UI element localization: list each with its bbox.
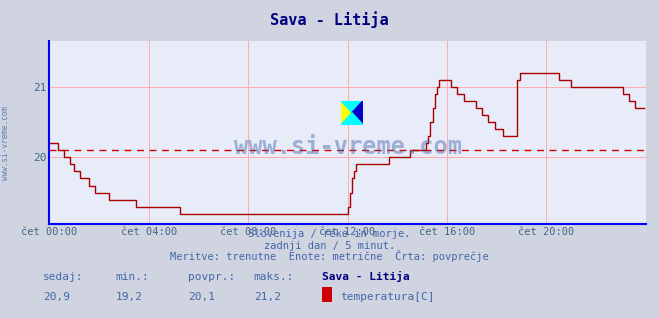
Text: www.si-vreme.com: www.si-vreme.com xyxy=(234,135,461,159)
Polygon shape xyxy=(341,101,352,125)
Text: maks.:: maks.: xyxy=(254,273,294,282)
Polygon shape xyxy=(341,113,363,125)
Text: Sava - Litija: Sava - Litija xyxy=(270,11,389,28)
Text: 20,1: 20,1 xyxy=(188,292,215,301)
Polygon shape xyxy=(341,101,363,113)
Text: povpr.:: povpr.: xyxy=(188,273,235,282)
Text: zadnji dan / 5 minut.: zadnji dan / 5 minut. xyxy=(264,241,395,251)
Text: Sava - Litija: Sava - Litija xyxy=(322,272,409,282)
Text: Slovenija / reke in morje.: Slovenija / reke in morje. xyxy=(248,229,411,239)
Text: 21,2: 21,2 xyxy=(254,292,281,301)
Text: 20,9: 20,9 xyxy=(43,292,70,301)
Text: temperatura[C]: temperatura[C] xyxy=(340,292,434,301)
Polygon shape xyxy=(352,101,363,125)
Text: 19,2: 19,2 xyxy=(115,292,142,301)
Text: sedaj:: sedaj: xyxy=(43,273,83,282)
Text: www.si-vreme.com: www.si-vreme.com xyxy=(1,106,10,180)
Text: min.:: min.: xyxy=(115,273,149,282)
Text: Meritve: trenutne  Enote: metrične  Črta: povprečje: Meritve: trenutne Enote: metrične Črta: … xyxy=(170,251,489,262)
